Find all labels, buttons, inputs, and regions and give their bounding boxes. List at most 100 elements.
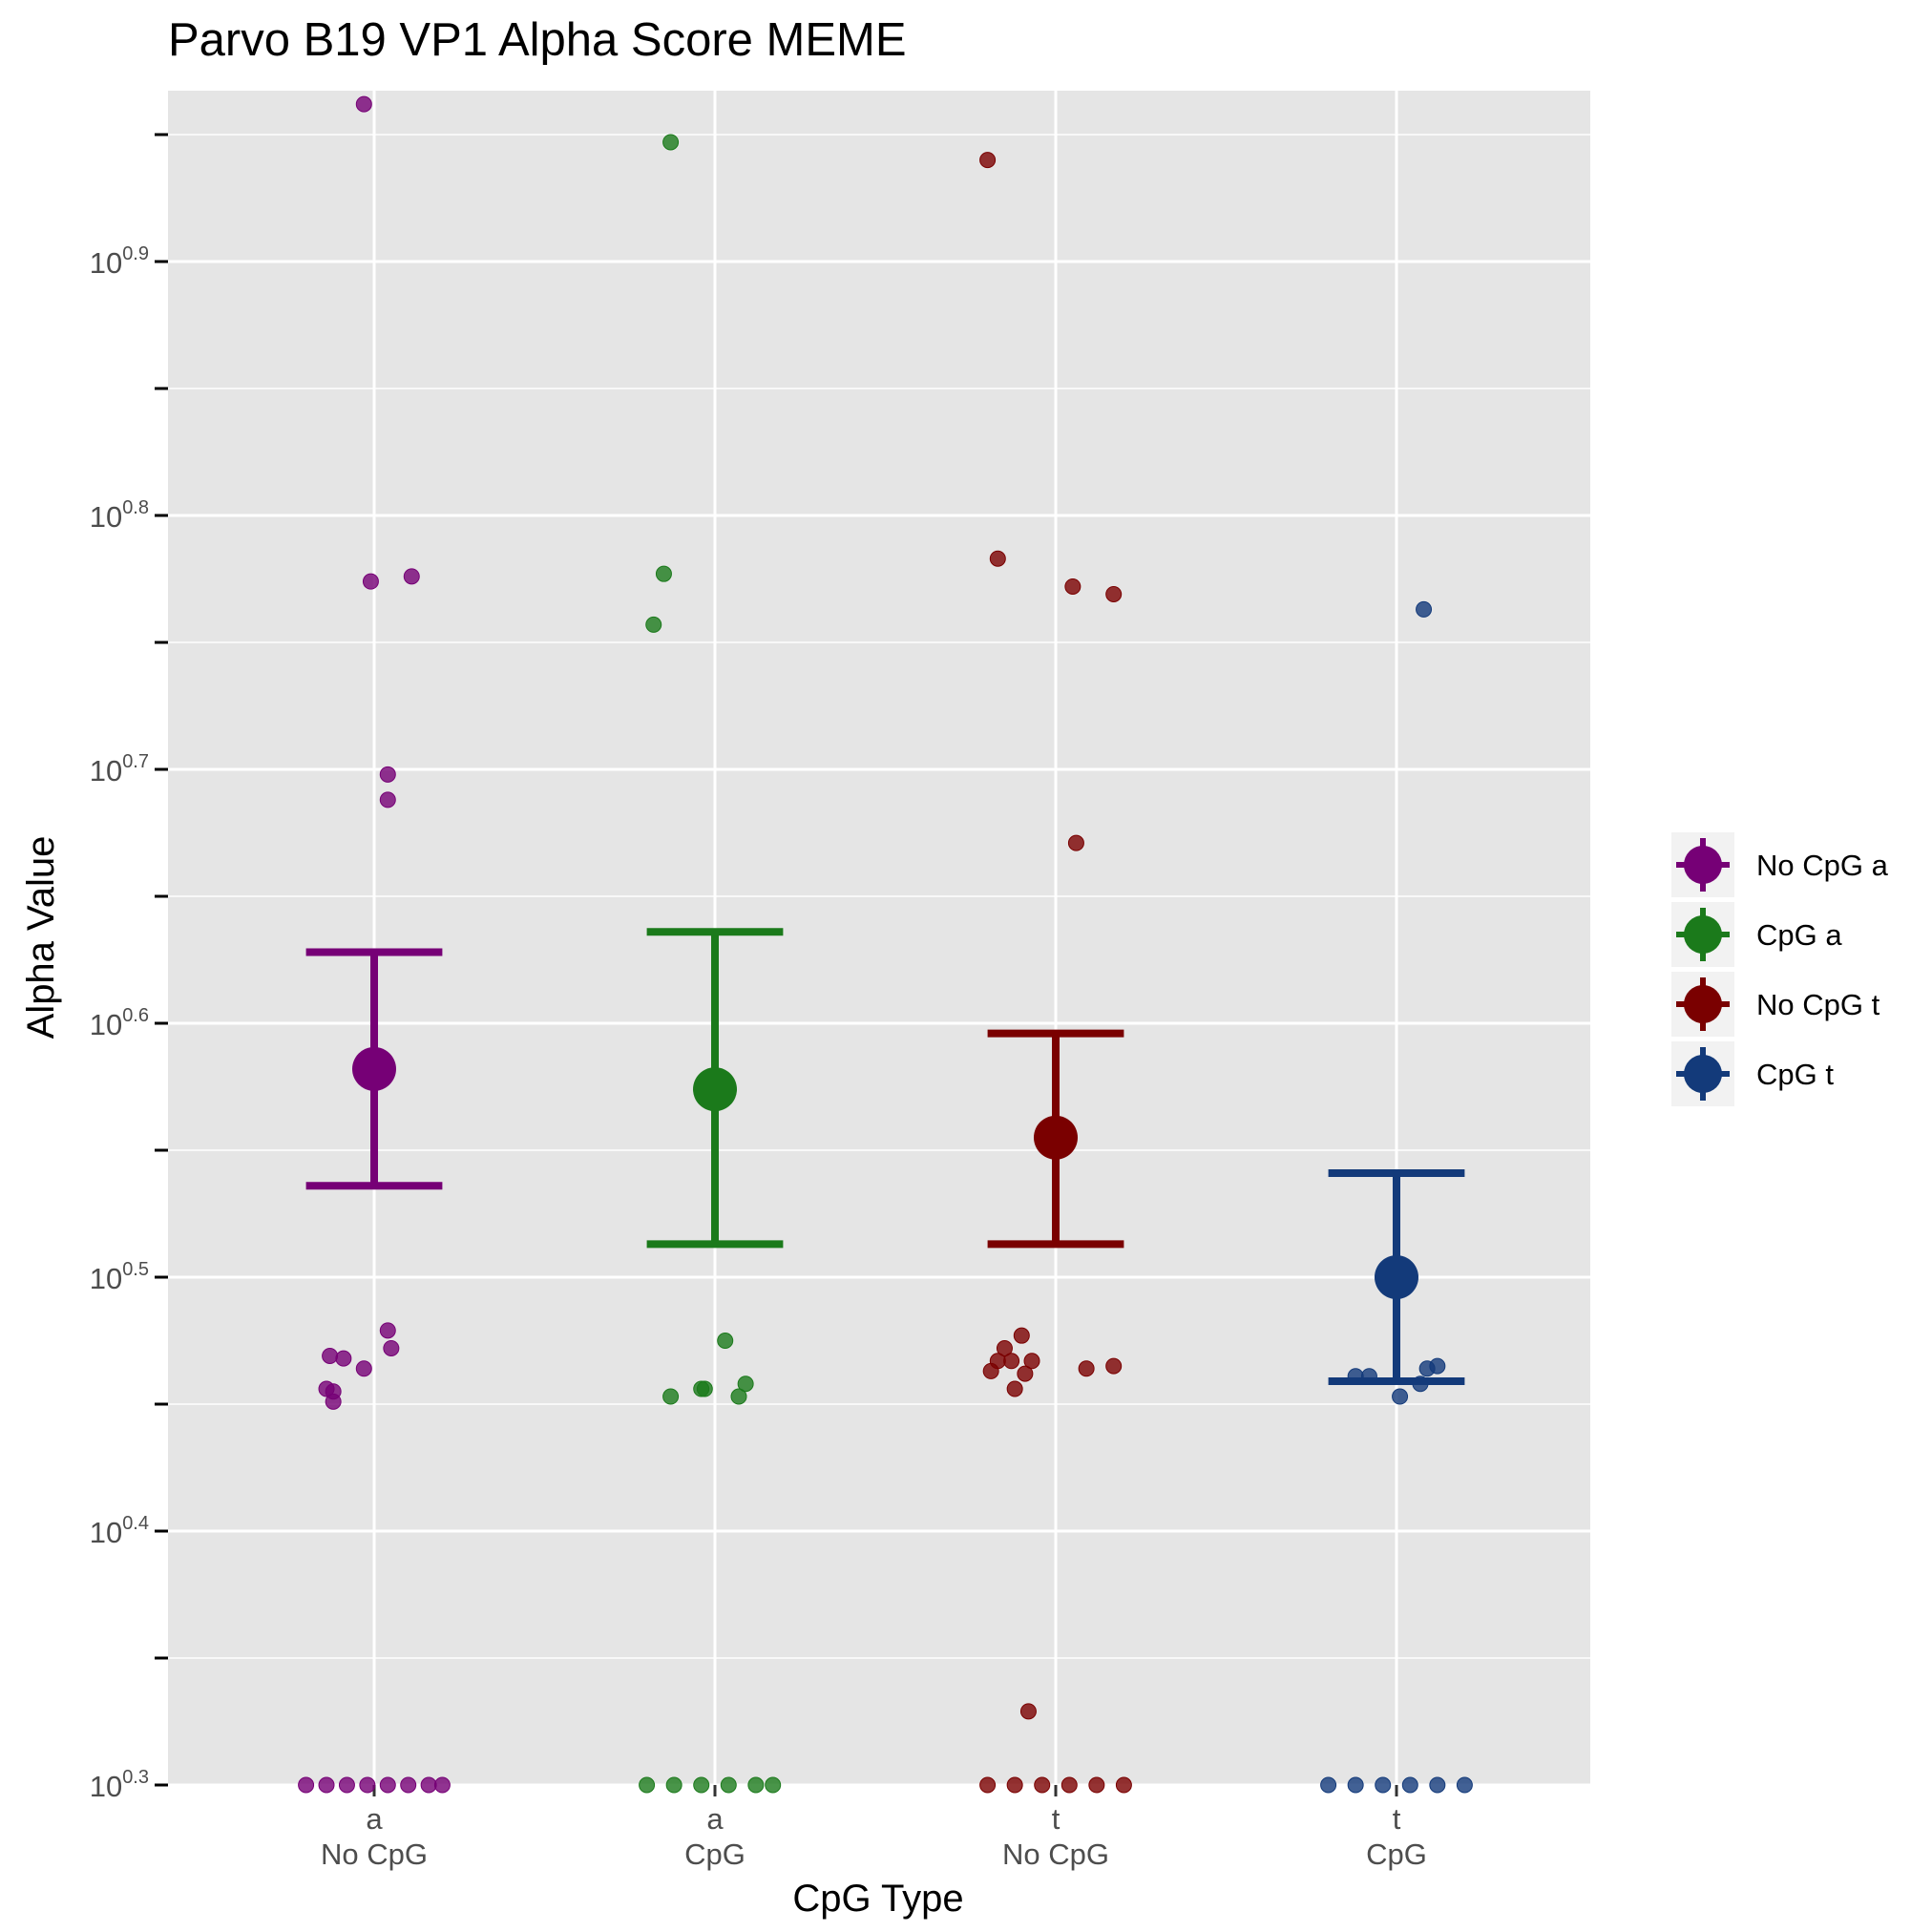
y-tick-label: 100.3 [90, 1767, 149, 1803]
y-tick-label: 100.7 [90, 751, 149, 788]
data-point [403, 568, 420, 585]
data-point [379, 1776, 396, 1794]
data-point [1429, 1776, 1446, 1794]
x-tick-label: t [1393, 1802, 1401, 1836]
data-point [1034, 1776, 1051, 1794]
legend-key-dot [1684, 1055, 1722, 1093]
data-point [355, 95, 372, 113]
mean-point [352, 1046, 396, 1091]
data-point [765, 1776, 782, 1794]
data-point [1456, 1776, 1473, 1794]
x-tick-label: a [706, 1802, 724, 1836]
legend: No CpG a CpG a No CpG t CpG t [1671, 832, 1889, 1106]
legend-key-dot [1684, 846, 1722, 884]
data-point [379, 1322, 396, 1339]
data-point [737, 1376, 754, 1393]
data-point [1013, 1327, 1030, 1344]
data-point [1067, 834, 1084, 851]
mean-point [693, 1067, 737, 1112]
data-point [379, 766, 396, 783]
data-point [298, 1776, 315, 1794]
data-point [379, 791, 396, 808]
legend-label: No CpG t [1756, 988, 1880, 1021]
data-point [717, 1333, 734, 1349]
data-point [979, 152, 997, 169]
legend-label: No CpG a [1756, 849, 1889, 882]
data-point [747, 1776, 765, 1794]
chart-title: Parvo B19 VP1 Alpha Score MEME [168, 14, 907, 66]
y-tick-label: 100.5 [90, 1259, 149, 1295]
y-tick-label: 100.8 [90, 497, 149, 534]
legend-key-dot [1684, 985, 1722, 1023]
data-point [1401, 1776, 1418, 1794]
data-point [979, 1776, 997, 1794]
mean-point [1375, 1255, 1418, 1299]
y-axis-title: Alpha Value [20, 836, 62, 1040]
y-axis-labels: 100.3 100.4 100.5 100.6 100.7 100.8 100.9 [90, 243, 149, 1803]
data-point [322, 1347, 339, 1364]
data-point [1006, 1380, 1023, 1397]
data-point [420, 1776, 437, 1794]
data-point [1418, 1360, 1436, 1377]
data-point [325, 1393, 342, 1410]
data-point [1416, 600, 1433, 618]
data-point [693, 1776, 710, 1794]
data-point [318, 1776, 335, 1794]
legend-label: CpG t [1756, 1058, 1834, 1091]
data-point [433, 1776, 451, 1794]
data-point [1105, 1357, 1123, 1375]
data-point [730, 1388, 747, 1405]
mean-point [1034, 1115, 1078, 1160]
y-tick-label: 100.6 [90, 1005, 149, 1041]
data-point [1105, 585, 1123, 602]
data-point [1392, 1388, 1409, 1405]
data-point [1078, 1360, 1095, 1377]
data-point [1060, 1776, 1078, 1794]
data-point [662, 134, 680, 151]
x-tick-label-sub: CpG [684, 1838, 746, 1871]
minor-gridlines [168, 134, 1590, 1659]
mean-errorbars [305, 928, 1465, 1386]
data-point [362, 573, 379, 590]
data-point [655, 565, 672, 582]
x-tick-label: a [366, 1802, 383, 1836]
data-point [1115, 1776, 1132, 1794]
data-point [982, 1362, 999, 1379]
legend-label: CpG a [1756, 918, 1842, 952]
data-point [1023, 1353, 1040, 1370]
x-axis-title: CpG Type [792, 1878, 963, 1920]
data-point [383, 1339, 400, 1356]
data-point [335, 1350, 352, 1367]
data-point [645, 616, 662, 633]
data-point [662, 1388, 680, 1405]
data-point [1088, 1776, 1105, 1794]
data-point [1320, 1776, 1337, 1794]
data-point [400, 1776, 417, 1794]
data-point [355, 1360, 372, 1377]
data-point [639, 1776, 656, 1794]
x-tick-label-sub: No CpG [1002, 1838, 1109, 1871]
data-points [298, 95, 1473, 1794]
data-point [338, 1776, 355, 1794]
x-tick-label-sub: CpG [1366, 1838, 1427, 1871]
x-tick-label-sub: No CpG [321, 1838, 428, 1871]
data-point [1017, 1365, 1034, 1382]
data-point [1019, 1703, 1037, 1720]
data-point [1003, 1353, 1020, 1370]
plot-panel [168, 91, 1590, 1785]
data-point [1064, 578, 1082, 595]
data-point [359, 1776, 376, 1794]
data-point [1375, 1776, 1392, 1794]
data-point [996, 1339, 1013, 1356]
data-point [665, 1776, 682, 1794]
data-point [696, 1380, 713, 1397]
y-tick-label: 100.9 [90, 243, 149, 280]
data-point [1006, 1776, 1023, 1794]
y-tick-label: 100.4 [90, 1513, 149, 1549]
x-tick-label: t [1052, 1802, 1060, 1836]
data-point [1347, 1776, 1364, 1794]
data-point [989, 550, 1006, 567]
legend-key-dot [1684, 915, 1722, 954]
